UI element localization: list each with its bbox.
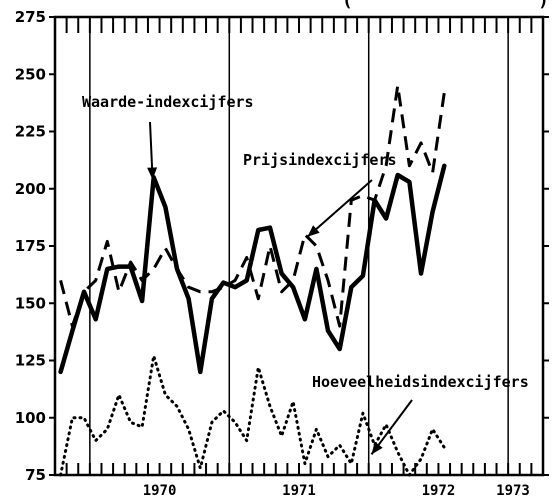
y-tick-label: 200 <box>15 180 46 198</box>
series-annotation-label: Waarde-indexcijfers <box>82 93 254 111</box>
x-year-label: 1970 <box>143 483 177 499</box>
x-axis: 1970 1971 1972 1973 <box>143 483 530 499</box>
plot-frame <box>53 15 545 477</box>
annotation-arrow-shaft <box>306 179 373 238</box>
series-annotation-label: Hoeveelheidsindexcijfers <box>312 373 529 391</box>
annotation-arrow-head <box>371 441 383 455</box>
x-year-label: 1973 <box>496 483 530 499</box>
y-tick-label: 225 <box>15 123 46 141</box>
y-tick-label: 75 <box>25 466 46 484</box>
series-lines <box>58 84 447 477</box>
x-year-label: 1971 <box>282 483 316 499</box>
y-tick-label: 100 <box>15 409 46 427</box>
series-annotation-label: Prijsindexcijfers <box>243 151 397 169</box>
series-line-1 <box>58 163 447 375</box>
month-ticks <box>54 17 544 475</box>
y-tick-label: 150 <box>15 294 46 312</box>
annotations: Waarde-indexcijfers Prijsindexcijfers Hoev… <box>82 93 529 455</box>
annotation-arrow-head <box>147 167 158 180</box>
cropped-title-fragment-right: ) <box>538 0 549 11</box>
x-year-label: 1972 <box>422 483 456 499</box>
cropped-title-fragment: ( <box>342 0 353 11</box>
y-tick-label: 275 <box>15 8 46 26</box>
series-line-3 <box>59 354 446 477</box>
y-tick-label: 250 <box>15 65 46 83</box>
y-axis: 75 100 125 150 175 200 225 250 275 <box>15 8 549 484</box>
annotation-arrow-head <box>307 225 320 237</box>
year-grid-lines <box>89 17 509 475</box>
y-tick-label: 125 <box>15 352 46 370</box>
series-line-2 <box>59 84 446 328</box>
y-tick-label: 175 <box>15 237 46 255</box>
